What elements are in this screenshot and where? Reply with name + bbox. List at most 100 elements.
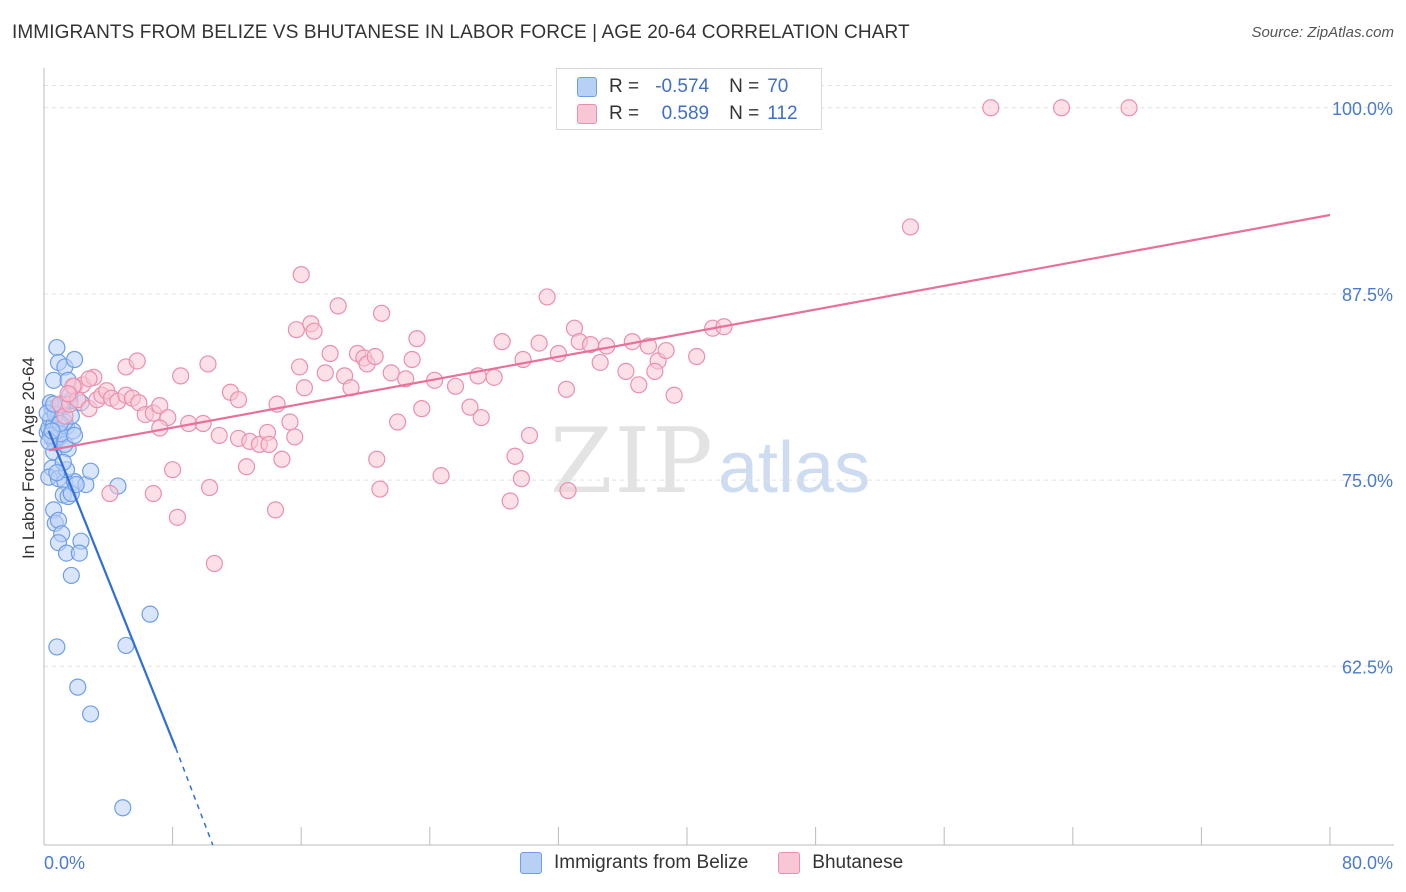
point-bhutanese bbox=[128, 352, 146, 370]
point-bhutanese bbox=[172, 367, 190, 385]
point-bhutanese bbox=[372, 304, 391, 322]
series-legend-bhutanese[interactable]: Bhutanese bbox=[778, 852, 903, 874]
grid bbox=[44, 84, 1394, 667]
point-bhutanese bbox=[901, 218, 920, 236]
point-belize bbox=[48, 338, 66, 357]
point-bhutanese bbox=[520, 426, 539, 445]
series-legend-belize[interactable]: Immigrants from Belize bbox=[520, 852, 748, 874]
series-label-belize: Immigrants from Belize bbox=[554, 852, 749, 873]
tick-labels: 62.5% 75.0% 87.5% 100.0% 0.0% 80.0% bbox=[44, 99, 1393, 873]
point-bhutanese bbox=[639, 337, 658, 355]
point-bhutanese bbox=[617, 362, 635, 380]
point-bhutanese bbox=[144, 484, 162, 503]
point-bhutanese bbox=[982, 99, 1000, 117]
trend-line-bhutanese bbox=[48, 213, 1331, 452]
legend-r-label: R = bbox=[609, 103, 640, 124]
point-bhutanese bbox=[397, 370, 415, 388]
point-bhutanese bbox=[101, 484, 119, 503]
legend-n-value: 70 bbox=[767, 76, 789, 97]
point-bhutanese bbox=[665, 386, 683, 404]
series-legend: Immigrants from Belize Bhutanese bbox=[520, 852, 933, 874]
axes bbox=[43, 68, 1394, 846]
legend-n-value: 112 bbox=[767, 103, 798, 124]
point-bhutanese bbox=[229, 391, 248, 409]
point-bhutanese bbox=[210, 426, 228, 445]
legend-r-value: 0.589 bbox=[661, 103, 710, 124]
point-bhutanese bbox=[292, 265, 310, 284]
point-bhutanese bbox=[501, 492, 519, 510]
legend-row-belize: R = -0.574 N = 70 bbox=[577, 74, 788, 100]
point-belize bbox=[65, 426, 84, 445]
point-bhutanese bbox=[205, 554, 223, 573]
point-bhutanese bbox=[538, 288, 556, 306]
y-axis-label: In Labor Force | Age 20-64 bbox=[19, 357, 38, 559]
point-bhutanese bbox=[199, 355, 217, 373]
legend-swatch-bhutanese bbox=[577, 104, 597, 124]
correlation-legend: R = -0.574 N = 70 R = 0.589 N = 112 bbox=[556, 68, 822, 130]
point-belize bbox=[82, 462, 100, 480]
point-bhutanese bbox=[506, 447, 524, 465]
point-bhutanese bbox=[493, 333, 511, 351]
point-belize bbox=[69, 678, 87, 696]
x-tick-label: 0.0% bbox=[44, 853, 85, 873]
point-bhutanese bbox=[80, 370, 98, 388]
point-bhutanese bbox=[260, 435, 278, 453]
point-bhutanese bbox=[472, 408, 490, 427]
y-tick-label: 100.0% bbox=[1332, 99, 1393, 119]
point-bhutanese bbox=[530, 334, 548, 352]
point-bhutanese bbox=[688, 347, 706, 366]
point-bhutanese bbox=[512, 470, 531, 488]
point-bhutanese bbox=[432, 467, 450, 485]
point-bhutanese bbox=[557, 380, 576, 398]
point-bhutanese bbox=[168, 508, 187, 526]
point-bhutanese bbox=[295, 379, 314, 397]
point-belize bbox=[45, 371, 63, 389]
point-bhutanese bbox=[273, 450, 291, 468]
point-bhutanese bbox=[559, 481, 577, 500]
point-belize bbox=[114, 799, 132, 817]
legend-n-label: N = bbox=[729, 103, 760, 124]
point-belize bbox=[70, 544, 88, 562]
point-bhutanese bbox=[281, 413, 299, 431]
point-bhutanese bbox=[549, 344, 568, 363]
legend-n-label: N = bbox=[729, 76, 760, 97]
point-belize bbox=[62, 566, 80, 585]
point-bhutanese bbox=[151, 397, 169, 415]
point-bhutanese bbox=[1052, 99, 1071, 117]
legend-r-value: -0.574 bbox=[655, 76, 710, 97]
point-bhutanese bbox=[290, 358, 309, 376]
point-bhutanese bbox=[461, 398, 479, 416]
watermark-atlas: atlas bbox=[718, 428, 870, 508]
point-bhutanese bbox=[305, 322, 323, 340]
chart-title: IMMIGRANTS FROM BELIZE VS BHUTANESE IN L… bbox=[12, 22, 910, 43]
legend-r-label: R = bbox=[609, 76, 640, 97]
point-bhutanese bbox=[591, 353, 609, 372]
trend-line-belize-extension bbox=[175, 747, 214, 846]
point-bhutanese bbox=[237, 458, 256, 476]
point-bhutanese bbox=[413, 400, 431, 418]
legend-row-bhutanese: R = 0.589 N = 112 bbox=[577, 101, 798, 127]
point-bhutanese bbox=[266, 501, 285, 519]
point-bhutanese bbox=[382, 364, 400, 382]
point-belize bbox=[82, 705, 100, 723]
watermark: ZIP atlas bbox=[550, 409, 870, 514]
point-bhutanese bbox=[164, 461, 182, 479]
legend-swatch-belize bbox=[577, 77, 597, 97]
y-tick-label: 87.5% bbox=[1342, 285, 1393, 305]
point-bhutanese bbox=[389, 413, 407, 431]
point-bhutanese bbox=[287, 321, 305, 339]
source-credit: Source: ZipAtlas.com bbox=[1251, 24, 1394, 41]
series-swatch-belize bbox=[520, 852, 542, 874]
trend-line-belize bbox=[47, 430, 177, 749]
point-bhutanese bbox=[630, 376, 648, 394]
point-bhutanese bbox=[1120, 99, 1138, 117]
point-bhutanese bbox=[200, 478, 219, 497]
point-bhutanese bbox=[329, 297, 347, 315]
point-bhutanese bbox=[316, 364, 334, 382]
data-points bbox=[38, 99, 1138, 817]
point-bhutanese bbox=[657, 341, 675, 360]
watermark-zip: ZIP bbox=[550, 409, 715, 514]
y-tick-label: 75.0% bbox=[1342, 471, 1393, 491]
point-belize bbox=[65, 350, 84, 369]
